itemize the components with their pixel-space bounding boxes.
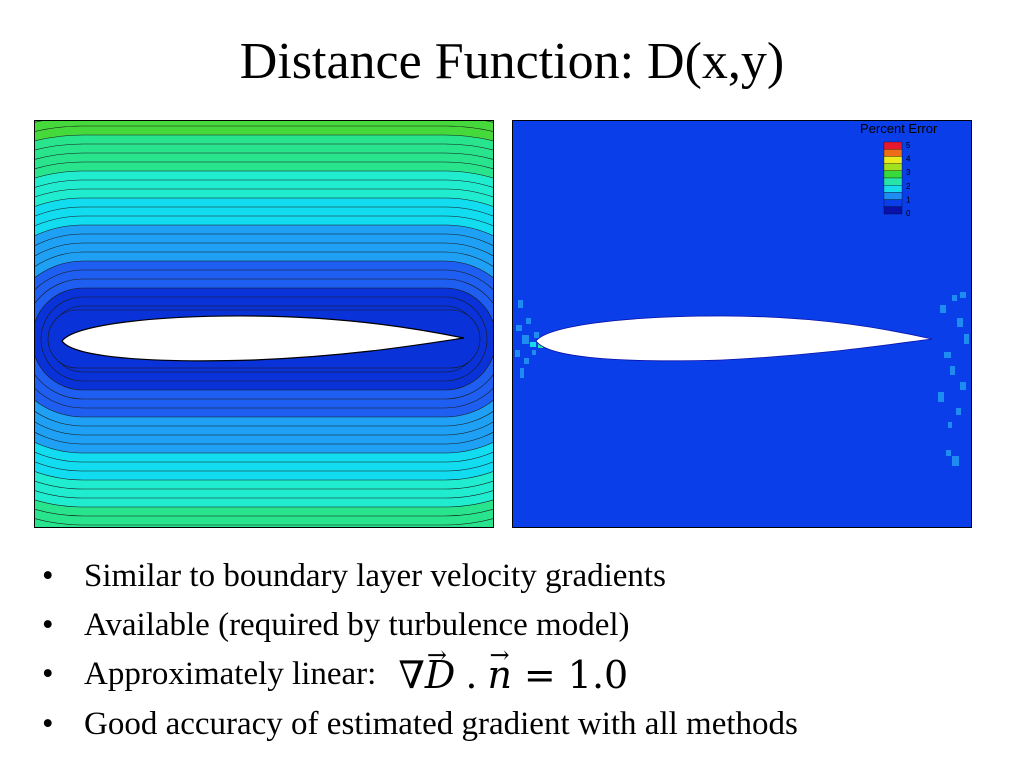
legend-tick-label: 3 (906, 168, 911, 177)
vector-n: → n (487, 641, 512, 700)
gradient-equation: ∇ → D. → n = 1.0 (398, 641, 629, 700)
bullet-text: Similar to boundary layer velocity gradi… (84, 558, 666, 594)
legend-swatch (883, 206, 903, 215)
distance-contour-plot (34, 120, 494, 528)
legend-swatch (883, 170, 903, 179)
legend-swatch (883, 185, 903, 193)
bullet-item-1: • Similar to boundary layer velocity grad… (40, 552, 798, 601)
equals-sign: = (523, 653, 556, 697)
slide-title: Distance Function: D(x,y) (239, 33, 785, 90)
symbol-d: D (424, 653, 456, 697)
legend-swatch (883, 163, 903, 171)
legend-swatch (883, 199, 903, 207)
bullet-text: Approximately linear: (84, 656, 377, 692)
legend-swatch (883, 156, 903, 164)
symbol-n: n (487, 653, 512, 697)
vector-arrow: → (426, 641, 447, 669)
legend-swatch (883, 149, 903, 157)
legend-tick-label: 0 (906, 209, 911, 218)
dot-operator: . (465, 653, 478, 697)
legend-swatch (883, 177, 903, 186)
bullet-text: Good accuracy of estimated gradient with… (84, 706, 798, 742)
legend-tick-label: 1 (906, 195, 911, 204)
airfoil-shape-right (535, 315, 933, 362)
bullet-item-2: • Available (required by turbulence model… (40, 601, 798, 650)
equation-value: 1.0 (567, 653, 629, 697)
bullet-item-4: • Good accuracy of estimated gradient wit… (40, 700, 798, 749)
vector-arrow: → (489, 641, 510, 669)
legend-title: Percent Error (860, 121, 938, 136)
legend-tick-label: 2 (906, 182, 911, 191)
percent-error-plot: Percent Error 5 4 3 2 1 0 (512, 120, 972, 528)
bullet-list: • Similar to boundary layer velocity grad… (40, 552, 798, 749)
nabla-symbol: ∇ (398, 653, 425, 697)
legend: Percent Error 5 4 3 2 1 0 (860, 121, 938, 218)
legend-swatch (883, 192, 903, 200)
bullet-dot: • (42, 607, 54, 643)
bullet-dot: • (42, 656, 54, 692)
legend-tick-label: 5 (906, 141, 911, 150)
legend-tick-label: 4 (906, 155, 911, 164)
bullet-dot: • (42, 558, 54, 594)
bullet-text: Available (required by turbulence model) (84, 607, 630, 643)
bullet-item-3: • Approximately linear: ∇ → D. → n = 1.0 (40, 641, 798, 700)
legend-swatch (883, 141, 903, 150)
airfoil-shape-left (61, 315, 465, 362)
bullet-dot: • (42, 706, 54, 742)
vector-d: → D (424, 641, 456, 700)
